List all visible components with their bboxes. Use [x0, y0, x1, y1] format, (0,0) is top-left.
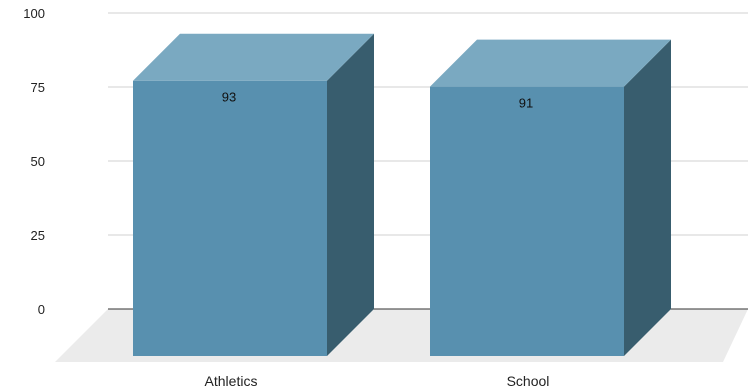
y-tick-label: 50	[31, 154, 45, 169]
bars: 93 91	[133, 33, 671, 356]
bar-top-face	[430, 39, 671, 87]
bar-front-face	[430, 86, 624, 356]
data-label: 93	[222, 90, 236, 105]
bar-athletics: 93	[133, 33, 374, 356]
x-axis: Athletics School	[205, 373, 550, 389]
y-tick-label: 100	[23, 6, 45, 21]
data-label: 91	[519, 96, 533, 111]
x-tick-label: Athletics	[205, 373, 258, 389]
x-tick-label: School	[507, 373, 550, 389]
bar-side-face	[327, 33, 374, 356]
bar-side-face	[624, 39, 671, 356]
bar-school: 91	[430, 39, 671, 356]
bar-front-face	[133, 80, 327, 356]
y-tick-label: 75	[31, 80, 45, 95]
bar-top-face	[133, 33, 374, 81]
y-tick-label: 0	[38, 302, 45, 317]
y-axis: 0 25 50 75 100	[23, 6, 45, 317]
y-tick-label: 25	[31, 228, 45, 243]
